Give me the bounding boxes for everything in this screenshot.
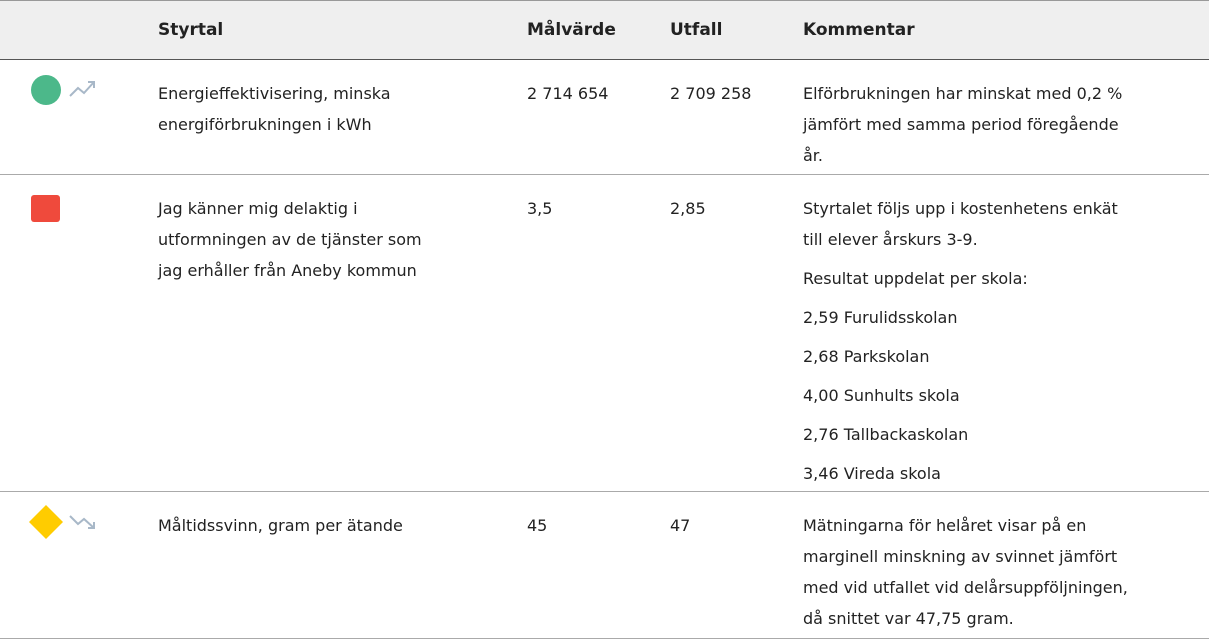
utfall-cell: 47 <box>670 516 691 535</box>
comment-paragraph: 2,68 Parkskolan <box>803 341 1118 372</box>
text-line: med vid utfallet vid delårsuppföljningen… <box>803 578 1128 597</box>
malvarde-cell: 3,5 <box>527 199 553 218</box>
comment-paragraph: 4,00 Sunhults skola <box>803 380 1118 411</box>
status-icon <box>31 75 95 105</box>
kommentar-cell: Styrtalet följs upp i kostenhetens enkät… <box>803 193 1118 497</box>
status-icon <box>29 505 95 539</box>
utfall-cell: 2,85 <box>670 199 706 218</box>
text-line: då snittet var 47,75 gram. <box>803 609 1014 628</box>
text-line: marginell minskning av svinnet jämfört <box>803 547 1118 566</box>
comment-paragraph: 3,46 Vireda skola <box>803 458 1118 489</box>
text-line: Måltidssvinn, gram per ätande <box>158 516 403 535</box>
malvarde-cell: 45 <box>527 516 548 535</box>
text-line: utformningen av de tjänster som <box>158 230 422 249</box>
text-line: jag erhåller från Aneby kommun <box>158 261 417 280</box>
text-line: år. <box>803 146 823 165</box>
text-line: till elever årskurs 3-9. <box>803 230 978 249</box>
comment-paragraph: Resultat uppdelat per skola: <box>803 263 1118 294</box>
text-line: 2,76 Tallbackaskolan <box>803 425 969 444</box>
text-line: energiförbrukningen i kWh <box>158 115 372 134</box>
comment-paragraph: 2,76 Tallbackaskolan <box>803 419 1118 450</box>
text-line: Energieffektivisering, minska <box>158 84 391 103</box>
comment-paragraph: 2,59 Furulidsskolan <box>803 302 1118 333</box>
styrtal-cell: Måltidssvinn, gram per ätande <box>158 510 403 541</box>
text-line: Elförbrukningen har minskat med 0,2 % <box>803 84 1123 103</box>
header-cell: Styrtal <box>158 20 224 40</box>
table-header: Styrtal Målvärde Utfall Kommentar <box>0 0 1209 60</box>
status-icon <box>31 195 60 222</box>
kommentar-cell: Elförbrukningen har minskat med 0,2 % jäm… <box>803 78 1122 179</box>
styrtal-cell: Jag känner mig delaktig i utformningen av… <box>158 193 422 286</box>
utfall-cell: 2 709 258 <box>670 84 752 103</box>
kommentar-cell: Mätningarna för helåret visar på en margi… <box>803 510 1128 639</box>
text-line: Mätningarna för helåret visar på en <box>803 516 1087 535</box>
table-row: Jag känner mig delaktig i utformningen av… <box>0 175 1209 492</box>
text-line: 2,68 Parkskolan <box>803 347 930 366</box>
text-line: 2,59 Furulidsskolan <box>803 308 958 327</box>
comment-paragraph: Elförbrukningen har minskat med 0,2 % jäm… <box>803 78 1122 171</box>
table-row: Energieffektivisering, minska energiförbr… <box>0 60 1209 175</box>
text-line: jämfört med samma period föregående <box>803 115 1119 134</box>
text-line: Resultat uppdelat per skola: <box>803 269 1028 288</box>
text-line: 3,46 Vireda skola <box>803 464 941 483</box>
table-row: Måltidssvinn, gram per ätande 45 47 Mätning… <box>0 492 1209 639</box>
styrtal-cell: Energieffektivisering, minska energiförbr… <box>158 78 391 140</box>
header-cell: Utfall <box>670 20 723 40</box>
comment-paragraph: Styrtalet följs upp i kostenhetens enkät… <box>803 193 1118 255</box>
header-cell: Målvärde <box>527 20 616 40</box>
comment-paragraph: Mätningarna för helåret visar på en margi… <box>803 510 1128 634</box>
text-line: Styrtalet följs upp i kostenhetens enkät <box>803 199 1118 218</box>
header-cell: Kommentar <box>803 20 915 40</box>
text-line: Jag känner mig delaktig i <box>158 199 358 218</box>
text-line: 4,00 Sunhults skola <box>803 386 960 405</box>
malvarde-cell: 2 714 654 <box>527 84 609 103</box>
